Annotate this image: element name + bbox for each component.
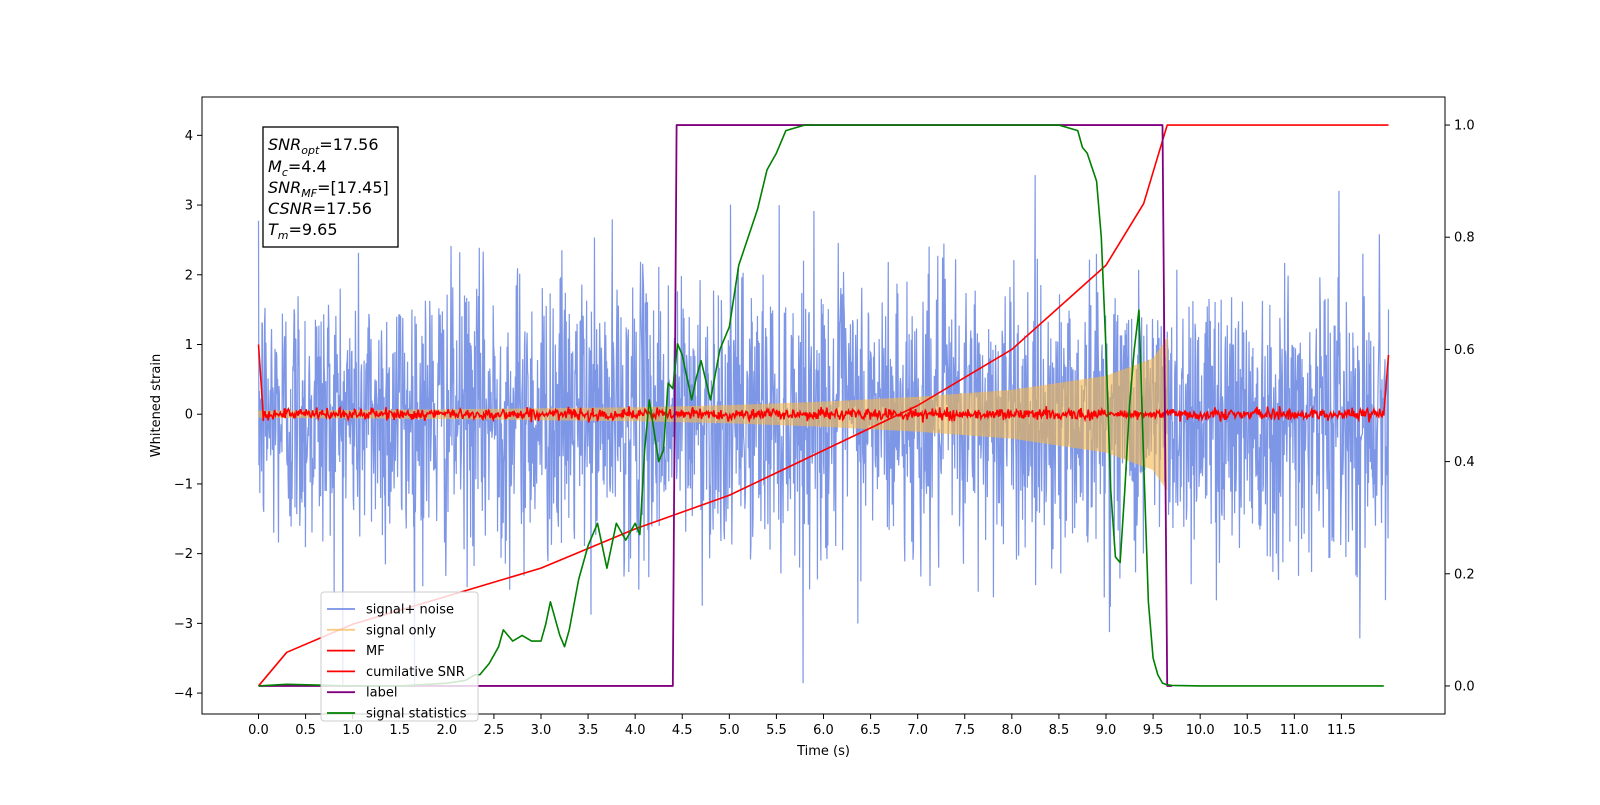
y-tick-label: −1 [174, 477, 193, 492]
x-tick-label: 5.5 [766, 723, 787, 738]
x-tick-label: 2.0 [436, 723, 457, 738]
x-tick-label: 7.0 [907, 723, 928, 738]
y2-tick-label: 0.2 [1454, 567, 1475, 582]
parameter-annotation-box: SNRopt=17.56 Mc=4.4 SNRMF=[17.45] CSNR=1… [262, 126, 399, 248]
x-tick-label: 11.5 [1327, 723, 1356, 738]
y-tick-label: −4 [174, 687, 193, 702]
series-mf [257, 344, 1390, 424]
x-tick-label: 8.0 [1001, 723, 1022, 738]
y-tick-label: 2 [185, 268, 193, 283]
x-tick-label: 11.0 [1280, 723, 1309, 738]
annotation-frame [262, 126, 399, 248]
x-tick-label: 3.5 [578, 723, 599, 738]
x-tick-label: 9.0 [1096, 723, 1117, 738]
series-signal-noise [257, 175, 1390, 687]
annotation-tm: Tm=9.65 [268, 220, 338, 242]
legend-label: signal only [366, 623, 436, 638]
legend-label: label [366, 686, 397, 701]
legend-label: cumilative SNR [366, 665, 465, 680]
legend: signal+ noise signal only MF cumilative SNR… [320, 591, 479, 722]
x-tick-label: 8.5 [1049, 723, 1070, 738]
y-tick-label: 1 [185, 338, 193, 353]
legend-label: signal statistics [366, 707, 467, 722]
x-tick-label: 1.5 [389, 723, 410, 738]
y2-tick-label: 1.0 [1454, 119, 1475, 134]
x-tick-label: 5.0 [719, 723, 740, 738]
x-tick-label: 9.5 [1143, 723, 1164, 738]
x-tick-label: 3.0 [531, 723, 552, 738]
legend-label: signal+ noise [366, 603, 454, 618]
y-tick-label: 0 [185, 408, 193, 423]
legend-frame [320, 591, 479, 722]
y2-tick-label: 0.0 [1454, 679, 1475, 694]
y2-tick-label: 0.8 [1454, 231, 1475, 246]
x-tick-label: 4.5 [672, 723, 693, 738]
axes-ticks: 0.0 0.5 1.0 1.5 2.0 2.5 3.0 3.5 4.0 4.5 5.0 5.5 6.0 6… [174, 119, 1475, 738]
x-tick-label: 7.5 [954, 723, 975, 738]
series-signal-statistics [258, 124, 1384, 687]
y2-tick-label: 0.6 [1454, 343, 1475, 358]
annotation-mc: Mc=4.4 [268, 157, 327, 179]
y-axis-label: Whitened strain [149, 354, 164, 457]
x-tick-label: 6.5 [860, 723, 881, 738]
x-tick-label: 0.0 [248, 723, 269, 738]
x-tick-label: 2.5 [484, 723, 505, 738]
y-tick-label: 3 [185, 199, 193, 214]
x-axis-label: Time (s) [796, 744, 850, 759]
y-tick-label: −3 [174, 617, 193, 632]
series-signal-only [257, 337, 1168, 491]
x-tick-label: 10.5 [1233, 723, 1262, 738]
y-tick-label: −2 [174, 547, 193, 562]
x-tick-label: 10.0 [1186, 723, 1215, 738]
y-tick-label: 4 [185, 129, 193, 144]
annotation-csnr: CSNR=17.56 [268, 199, 372, 218]
legend-label: MF [366, 644, 385, 659]
annotation-snr-mf: SNRMF=[17.45] [268, 178, 389, 200]
x-tick-label: 4.0 [625, 723, 646, 738]
x-tick-label: 6.0 [813, 723, 834, 738]
x-tick-label: 0.5 [295, 723, 316, 738]
annotation-snr-opt: SNRopt=17.56 [268, 135, 379, 157]
x-tick-label: 1.0 [342, 723, 363, 738]
y2-tick-label: 0.4 [1454, 455, 1475, 470]
